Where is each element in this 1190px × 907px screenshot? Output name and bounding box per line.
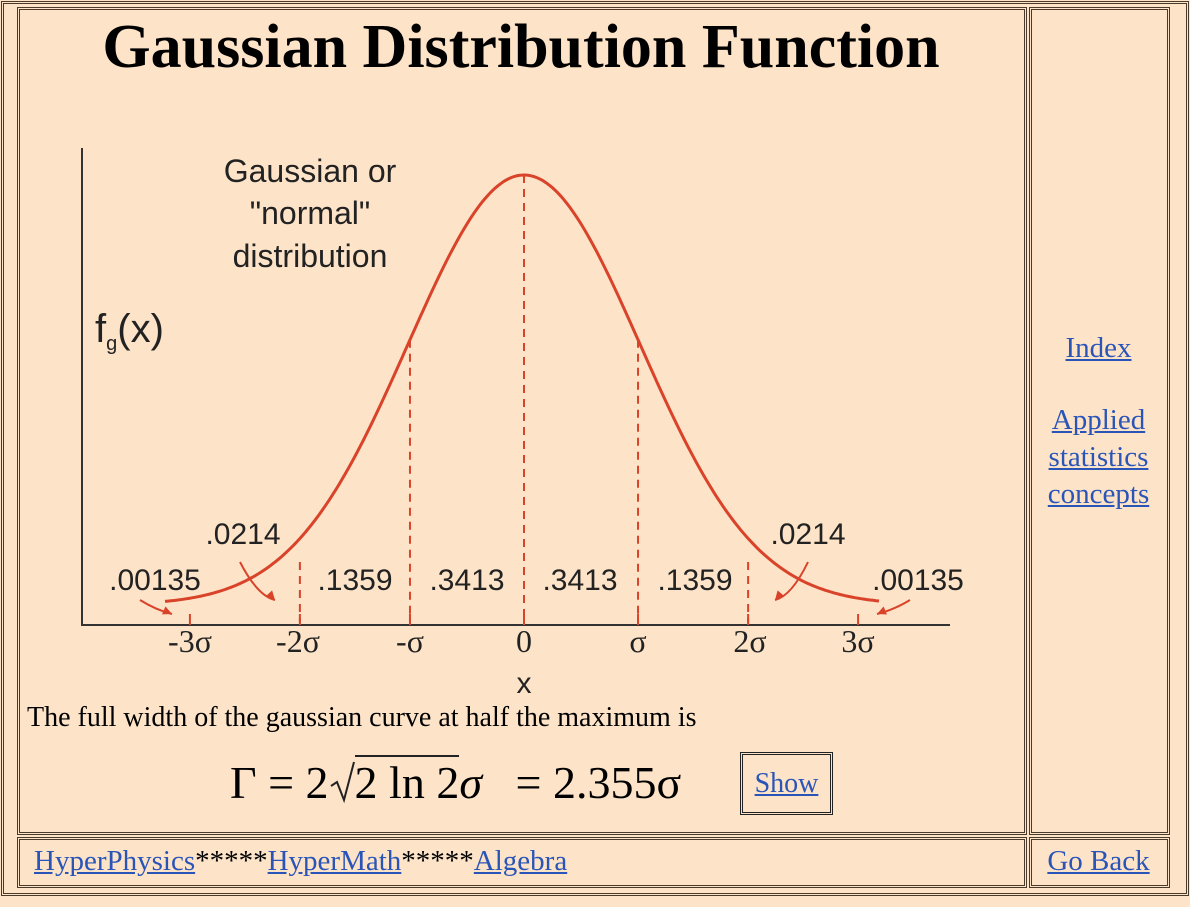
algebra-link[interactable]: Algebra	[473, 845, 568, 877]
formula: Γ = 2 2 ln 2σ = 2.355σ	[230, 755, 682, 809]
back-cell	[1029, 837, 1170, 888]
hypermath-link[interactable]: HyperMath	[267, 845, 402, 877]
separator: *****	[401, 845, 474, 877]
footer-cell	[17, 837, 1027, 888]
footer-nav: HyperPhysics*****HyperMath*****Algebra	[34, 845, 567, 878]
show-button[interactable]: Show	[740, 752, 833, 815]
main-cell	[17, 7, 1027, 835]
separator: *****	[195, 845, 268, 877]
formula-radicand: 2 ln 2	[354, 755, 460, 808]
radical-sign	[329, 761, 355, 804]
applied-statistics-link[interactable]: Applied statistics concepts	[1047, 404, 1150, 510]
go-back-link[interactable]: Go Back	[1047, 845, 1150, 877]
formula-rhs: = 2.355σ	[515, 757, 682, 808]
index-link[interactable]: Index	[1065, 332, 1132, 364]
formula-sigma: σ	[459, 757, 483, 808]
show-link[interactable]: Show	[754, 767, 819, 799]
go-back: Go Back	[1032, 845, 1165, 878]
page-title: Gaussian Distribution Function	[102, 13, 940, 81]
sidebar-cell	[1029, 7, 1170, 835]
formula-lhs: Γ = 2	[230, 757, 329, 808]
hyperphysics-link[interactable]: HyperPhysics	[34, 845, 196, 877]
body-text: The full width of the gaussian curve at …	[27, 702, 697, 733]
sidebar: Index Applied statistics concepts	[1032, 330, 1165, 513]
